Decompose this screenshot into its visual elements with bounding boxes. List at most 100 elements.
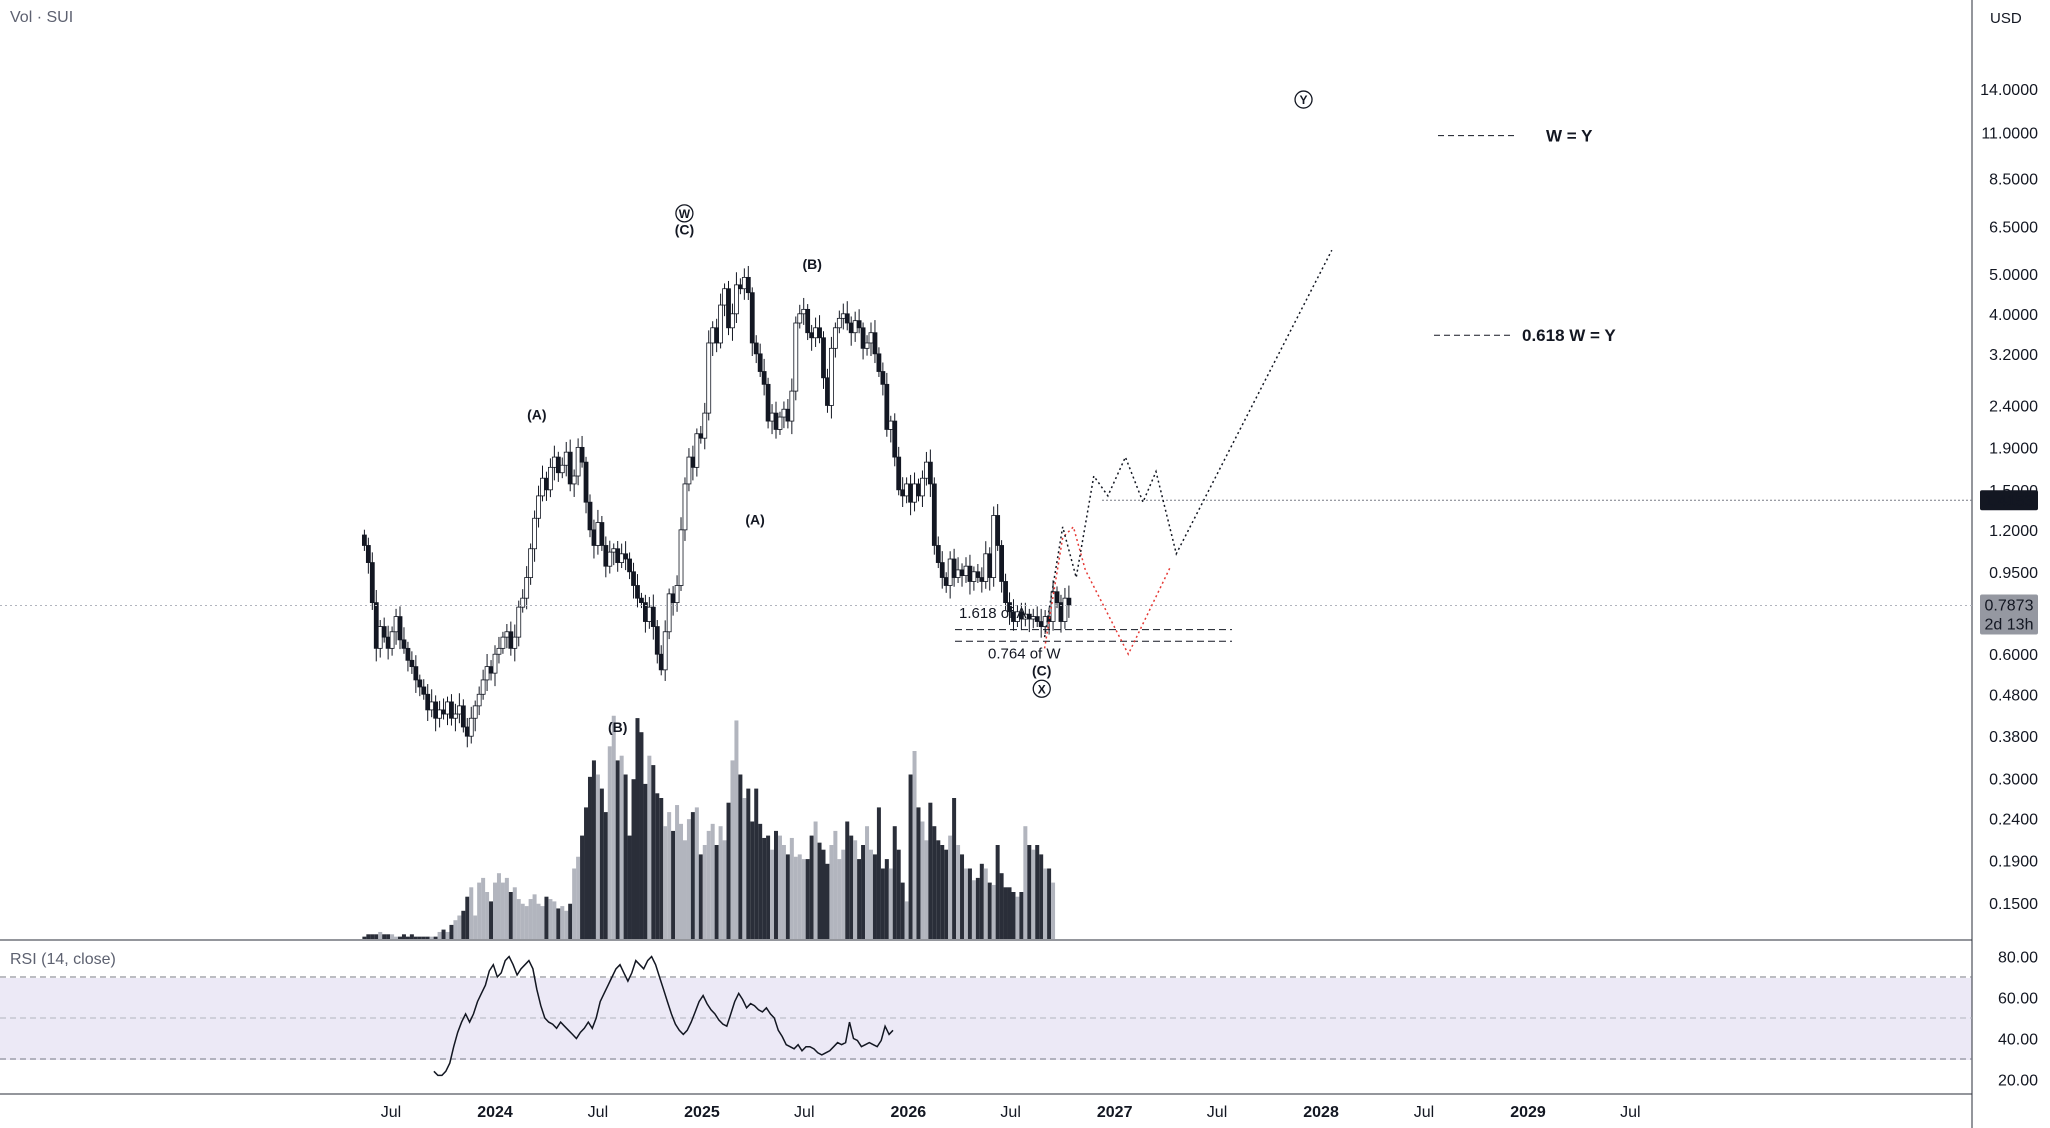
volume-bar [912,751,917,939]
candle-body [540,477,545,497]
time-tick-label: 2025 [684,1104,720,1121]
candle-body [781,408,787,418]
volume-bar [568,903,573,939]
volume-bar [560,906,565,939]
volume-bar [591,760,596,939]
candle-body [813,327,818,339]
candle-body [734,284,739,315]
candle-body [821,337,826,379]
candle-body [983,553,989,582]
volume-bar [643,783,648,939]
candle-body [737,284,743,290]
volume-bar [417,936,422,939]
volume-bar [516,899,521,939]
volume-bar [1031,849,1036,939]
candle-body [832,327,838,349]
volume-bar [366,934,371,939]
candle-body [631,571,636,586]
volume-bar [793,856,798,939]
current-price-badge-bg [1980,594,2038,635]
volume-bar [809,835,814,939]
candle-body [979,577,985,582]
candle-body [745,276,751,294]
candle-body [555,456,561,474]
candle-body [749,292,755,344]
candle-body [666,593,672,633]
candle-body [801,308,807,315]
volume-bar [722,840,727,939]
volume-bar [967,868,972,939]
volume-bar [686,819,691,939]
candle-body [453,713,458,719]
projection-paths [1043,249,1333,656]
volume-bar [580,835,585,939]
price-tick-label: 0.1500 [1989,896,2038,913]
wave-label: W [679,207,691,221]
candle-body [468,717,474,737]
volume-bar [714,845,719,939]
time-axis[interactable]: Jul 2024 Jul 2025 Jul 2026 Jul 2027 Jul 2028 Jul 20… [381,1104,1641,1121]
candle-body [967,565,973,582]
volume-bar [441,929,446,939]
volume-bar [564,910,569,939]
time-tick-label: Jul [1620,1104,1640,1121]
volume-bar [544,896,549,939]
time-tick-label: Jul [1414,1104,1434,1121]
candle-body [619,553,625,563]
candle-body [860,327,866,349]
candle-body [623,553,629,560]
volume-bar [694,807,699,939]
volume-bar [936,840,941,939]
volume-bar [774,830,779,939]
candle-body [829,347,834,406]
price-axis[interactable]: 14.0000 11.0000 8.5000 6.5000 5.0000 4.0000 3.… [1980,82,2038,1090]
volume-bar [781,845,786,939]
volume-bar [1051,882,1056,939]
volume-bar [797,854,802,939]
candle-body [650,606,656,627]
candle-body [571,475,577,485]
volume-bar [904,901,909,939]
volume-bar [829,845,834,939]
volume-bar [639,732,644,939]
candle-body [500,636,506,649]
candle-body [761,371,767,385]
price-tick-label: 1.2000 [1989,523,2038,540]
volume-bar [682,840,687,939]
volume-bar [971,880,976,939]
candle-body [1026,613,1032,620]
volume-bar [805,859,810,939]
wave-label: (B) [608,719,627,735]
volume-bar [465,896,470,939]
volume-bar [489,901,494,939]
currency-button[interactable]: USD [1990,10,2022,27]
volume-bars [362,715,1056,939]
volume-bar [991,884,996,939]
candle-body [361,534,367,546]
price-tick-label: 0.4800 [1989,687,2038,704]
wave-circle [675,204,694,223]
candle-body [848,322,854,334]
volume-bar [508,892,513,939]
candle-body [429,701,435,711]
projection-red-path [1043,525,1172,656]
volume-bar [963,868,968,939]
volume-bar [750,821,755,939]
candle-body [488,666,494,674]
candle-body [951,558,957,578]
candle-body [373,602,379,649]
candle-body [615,548,621,563]
volume-bar [631,779,636,939]
volume-bar [671,830,676,939]
volume-bar [362,936,367,939]
volume-bar [651,765,656,939]
candle-body [971,571,977,582]
wave-label: Y [1300,93,1308,107]
volume-bar [382,934,387,939]
candle-body [456,705,462,715]
candle-body [935,545,941,563]
candle-body [757,353,763,372]
candle-body [955,569,961,578]
